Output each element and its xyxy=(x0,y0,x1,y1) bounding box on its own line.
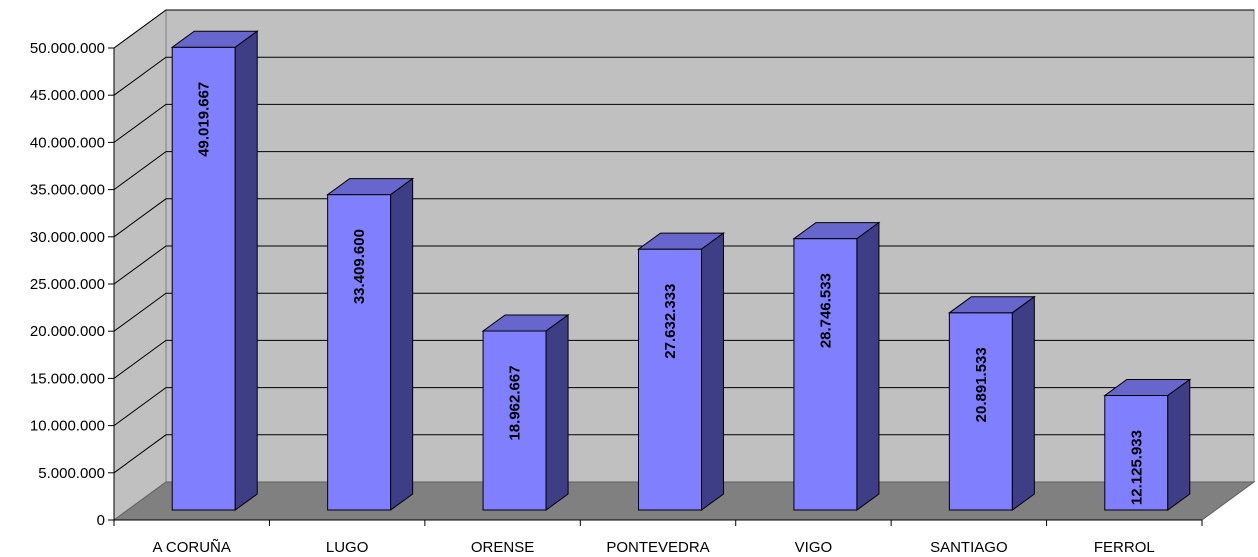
bars: 49.019.667 33.409.600 18.962.667 27.632.333… xyxy=(170,30,1192,511)
gridline-9 xyxy=(113,56,1254,96)
gridline-8 xyxy=(113,103,1254,143)
bar-1: 33.409.600 xyxy=(326,177,415,511)
y-tick-label-6: 30.000.000 xyxy=(30,229,105,246)
bar-3: 27.632.333 xyxy=(636,232,726,511)
bar-side-6 xyxy=(1167,378,1191,511)
x-axis-category-labels: A CORUÑA LUGO ORENSE PONTEVEDRA VIGO SANTIAGO… xyxy=(153,539,1155,556)
bar-side-3 xyxy=(701,232,724,511)
bar-side-2 xyxy=(545,314,569,511)
gridline-6 xyxy=(113,198,1254,238)
y-tick-label-9: 45.000.000 xyxy=(30,87,105,104)
y-axis-tick-labels: 0 5.000.000 10.000.000 15.000.000 20.000.000… xyxy=(30,40,105,529)
gridline-1 xyxy=(113,434,1254,474)
bar-value-label-5: 20.891.533 xyxy=(973,347,990,422)
gridlines xyxy=(113,9,1254,474)
bar-front-2 xyxy=(482,330,547,511)
bar-front-6 xyxy=(1104,395,1169,511)
bar-side-4 xyxy=(856,221,880,511)
bar-front-5 xyxy=(948,312,1013,511)
bar-side-0 xyxy=(234,30,258,511)
axes xyxy=(108,47,1203,526)
bar-6: 12.125.933 xyxy=(1103,378,1192,511)
y-tick-label-3: 15.000.000 xyxy=(30,370,105,387)
y-tick-label-7: 35.000.000 xyxy=(30,182,105,199)
x-category-label-6: FERROL xyxy=(1094,539,1155,556)
bar-5: 20.891.533 xyxy=(947,295,1036,511)
gridline-5 xyxy=(113,245,1254,285)
y-tick-label-8: 40.000.000 xyxy=(30,134,105,151)
x-category-label-5: SANTIAGO xyxy=(930,539,1008,556)
gridline-10 xyxy=(113,9,1254,49)
y-tick-label-5: 25.000.000 xyxy=(30,276,105,293)
y-tick-label-10: 50.000.000 xyxy=(30,40,105,57)
bar-value-label-4: 28.746.533 xyxy=(817,273,834,348)
bar-front-4 xyxy=(793,238,858,511)
bar-value-label-0: 49.019.667 xyxy=(196,82,213,157)
x-category-label-3: PONTEVEDRA xyxy=(606,539,709,556)
y-tick-label-2: 10.000.000 xyxy=(30,418,105,435)
bar-2: 18.962.667 xyxy=(481,314,570,511)
bar-0: 49.019.667 xyxy=(170,30,259,511)
gridline-2 xyxy=(113,387,1254,427)
bar-value-label-2: 18.962.667 xyxy=(507,365,524,440)
gridline-7 xyxy=(113,151,1254,191)
bar-4: 28.746.533 xyxy=(792,221,881,511)
gridline-4 xyxy=(113,292,1254,332)
bar-value-label-3: 27.632.333 xyxy=(662,284,679,359)
x-category-label-2: ORENSE xyxy=(471,539,534,556)
bar-side-1 xyxy=(390,177,414,511)
x-category-label-4: VIGO xyxy=(795,539,833,556)
x-category-label-0: A CORUÑA xyxy=(153,539,231,556)
y-tick-label-1: 5.000.000 xyxy=(38,465,105,482)
gridline-3 xyxy=(113,339,1254,379)
bar-side-5 xyxy=(1011,295,1035,511)
bar-front-1 xyxy=(327,194,392,511)
x-category-label-1: LUGO xyxy=(326,539,369,556)
y-tick-label-0: 0 xyxy=(97,512,105,529)
bar-front-0 xyxy=(171,46,236,511)
bar-value-label-6: 12.125.933 xyxy=(1128,430,1145,505)
bar-value-label-1: 33.409.600 xyxy=(351,229,368,304)
y-tick-label-4: 20.000.000 xyxy=(30,323,105,340)
